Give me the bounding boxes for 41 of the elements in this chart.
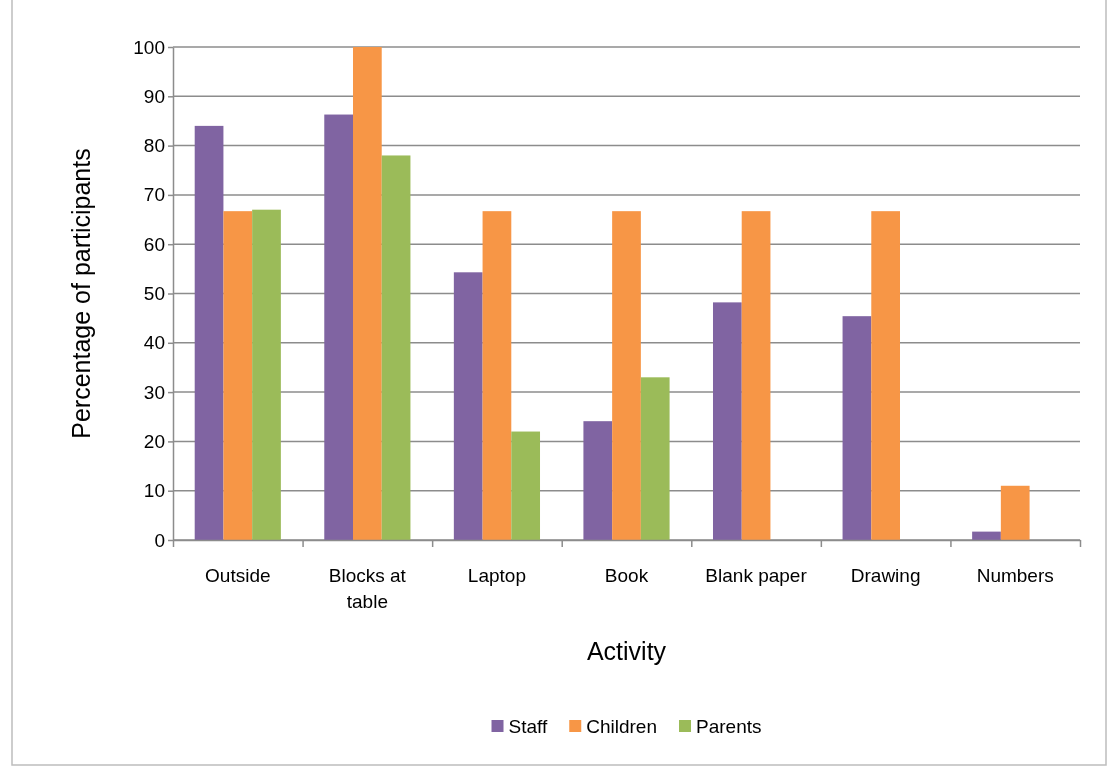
y-tick-label: 40 — [143, 332, 165, 354]
y-tick-label: 70 — [143, 184, 165, 206]
bar — [482, 211, 512, 540]
x-tick-label: Blocks at table — [328, 565, 407, 612]
legend-label: Staff — [508, 716, 548, 737]
bar — [972, 531, 1001, 540]
bar — [511, 431, 541, 540]
bar — [741, 211, 771, 540]
bar — [252, 209, 281, 540]
bar — [871, 211, 900, 540]
bar — [223, 211, 253, 540]
x-tick-label: Blank paper — [705, 565, 808, 586]
y-tick-label: 90 — [143, 85, 165, 107]
bar — [842, 316, 872, 540]
x-tick-label: Numbers — [976, 565, 1054, 586]
y-tick-label: 50 — [143, 283, 165, 305]
bar — [453, 272, 483, 540]
legend-label: Parents — [696, 716, 762, 737]
bar — [1000, 485, 1030, 540]
bar — [712, 302, 742, 540]
y-tick-label: 0 — [154, 529, 165, 551]
x-tick-label: Book — [604, 565, 649, 586]
y-tick-label: 80 — [143, 135, 165, 157]
legend-label: Children — [586, 716, 658, 737]
bar — [381, 155, 411, 540]
x-tick-label: Outside — [205, 565, 271, 586]
y-axis-title: Percentage of participants — [67, 148, 95, 439]
y-tick-label: 30 — [143, 381, 165, 403]
y-tick-label: 10 — [143, 480, 165, 502]
bar — [640, 377, 670, 540]
bar — [324, 114, 353, 540]
bar — [353, 47, 382, 540]
x-tick-label: Drawing — [850, 565, 921, 586]
y-tick-label: 100 — [133, 36, 165, 58]
y-tick-label: 20 — [143, 430, 165, 452]
bar — [612, 211, 641, 540]
x-axis-title: Activity — [586, 637, 667, 665]
bar — [194, 125, 224, 540]
y-tick-label: 60 — [143, 233, 165, 255]
x-tick-label: Laptop — [467, 565, 526, 586]
bar — [583, 421, 613, 540]
